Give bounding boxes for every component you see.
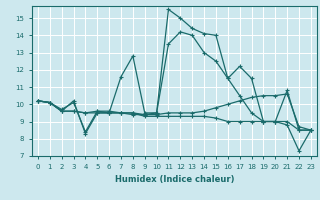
X-axis label: Humidex (Indice chaleur): Humidex (Indice chaleur) [115, 175, 234, 184]
